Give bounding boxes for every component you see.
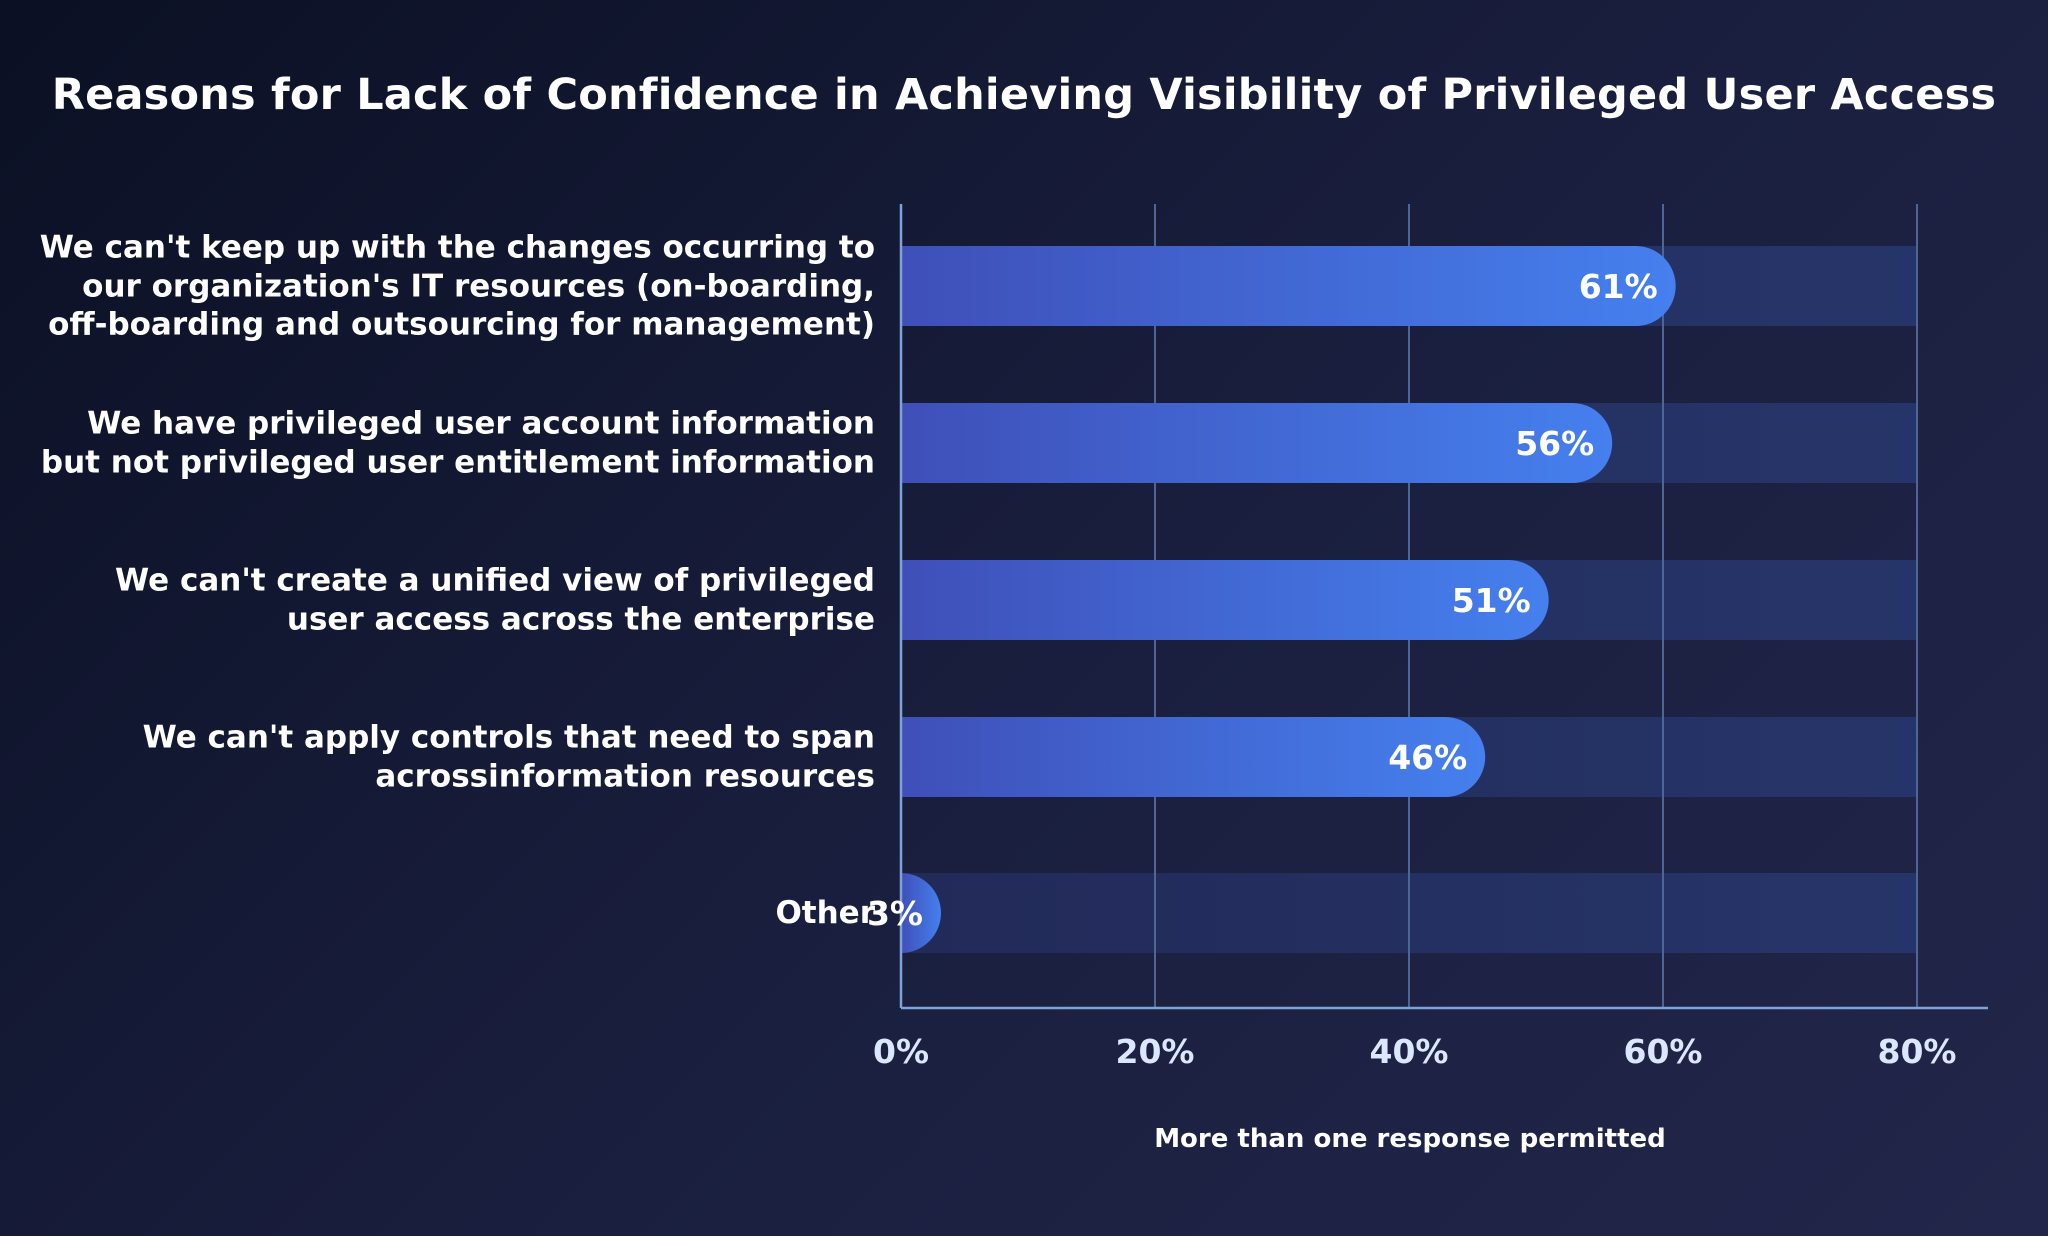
category-label-2: We can't create a unified view of privil…	[115, 562, 875, 638]
chart-title: Reasons for Lack of Confidence in Achiev…	[51, 70, 1997, 120]
x-tick-label-0: 0%	[873, 1032, 929, 1071]
x-tick-label-2: 40%	[1370, 1032, 1449, 1071]
category-label-3: We can't apply controls that need to spa…	[142, 719, 875, 795]
bar-2	[901, 560, 1549, 640]
bar-0	[901, 246, 1676, 326]
bar-value-label-4: 3%	[867, 894, 923, 933]
chart-footnote: More than one response permitted	[1154, 1124, 1666, 1154]
bar-value-label-2: 51%	[1452, 581, 1531, 620]
bar-4	[901, 873, 941, 953]
category-label-0: We can't keep up with the changes occurr…	[39, 229, 875, 343]
bar-value-label-3: 46%	[1388, 738, 1467, 777]
bar-value-label-1: 56%	[1515, 424, 1594, 463]
x-tick-label-4: 80%	[1878, 1032, 1957, 1071]
x-tick-label-1: 20%	[1116, 1032, 1195, 1071]
bar-value-label-0: 61%	[1579, 267, 1658, 306]
bar-1	[901, 403, 1613, 483]
x-tick-label-3: 60%	[1624, 1032, 1703, 1071]
category-label-4: Other	[775, 894, 875, 931]
bar-3	[901, 717, 1486, 798]
category-label-1: We have privileged user account informat…	[40, 405, 875, 481]
